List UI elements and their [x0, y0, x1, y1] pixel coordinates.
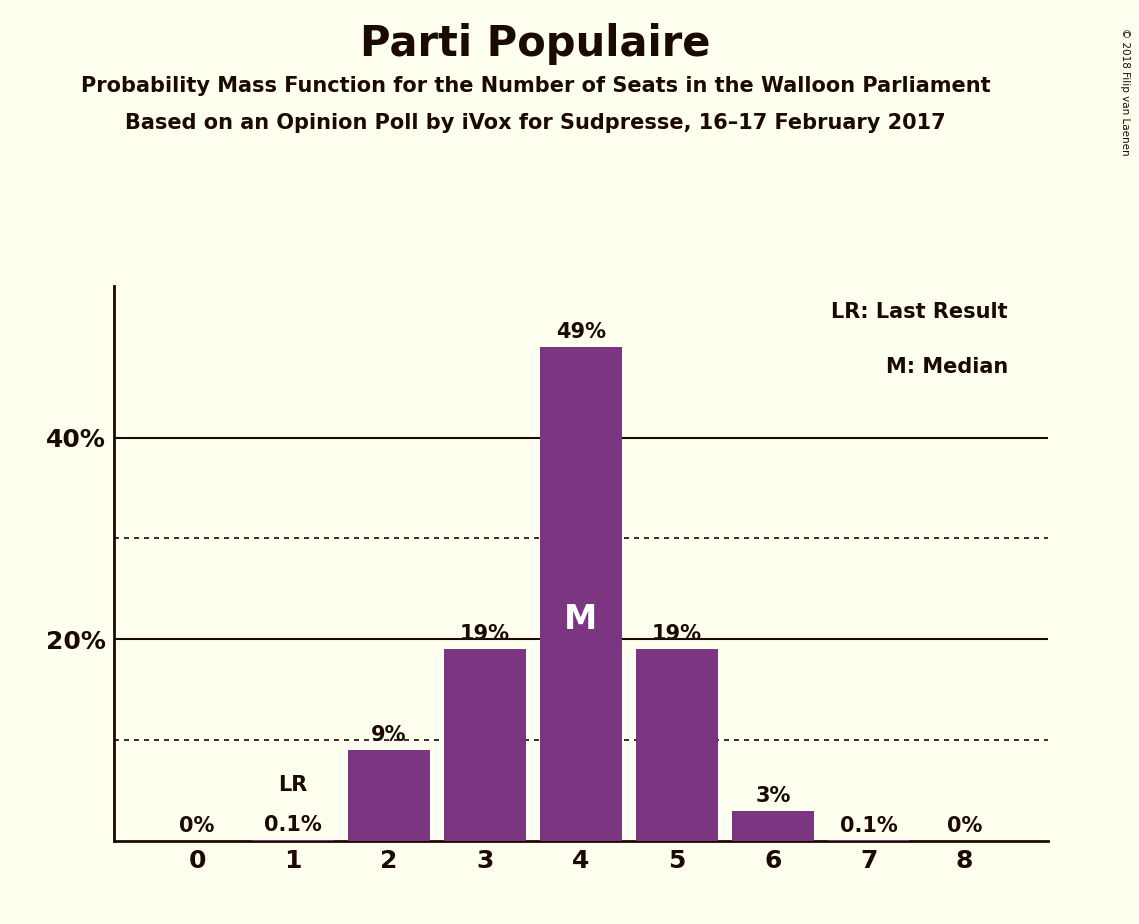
Text: LR: LR	[278, 775, 308, 796]
Text: 9%: 9%	[371, 725, 407, 745]
Text: 0%: 0%	[947, 816, 982, 836]
Bar	[444, 650, 526, 841]
Text: Based on an Opinion Poll by iVox for Sudpresse, 16–17 February 2017: Based on an Opinion Poll by iVox for Sud…	[125, 113, 945, 133]
Text: Parti Populaire: Parti Populaire	[360, 23, 711, 65]
Text: 0.1%: 0.1%	[264, 815, 322, 834]
Text: M: Median: M: Median	[886, 357, 1008, 377]
Bar	[636, 650, 718, 841]
Bar	[828, 840, 909, 841]
Text: 0.1%: 0.1%	[839, 816, 898, 836]
Text: Probability Mass Function for the Number of Seats in the Walloon Parliament: Probability Mass Function for the Number…	[81, 76, 990, 96]
Text: © 2018 Filip van Laenen: © 2018 Filip van Laenen	[1120, 28, 1130, 155]
Text: 19%: 19%	[460, 625, 510, 644]
Text: 49%: 49%	[556, 322, 606, 342]
Text: 3%: 3%	[755, 785, 790, 806]
Text: 19%: 19%	[652, 625, 702, 644]
Text: LR: Last Result: LR: Last Result	[831, 301, 1008, 322]
Bar	[253, 840, 334, 841]
Bar	[732, 810, 813, 841]
Text: M: M	[564, 602, 598, 636]
Bar	[349, 750, 429, 841]
Bar	[540, 346, 622, 841]
Text: 0%: 0%	[180, 816, 215, 836]
